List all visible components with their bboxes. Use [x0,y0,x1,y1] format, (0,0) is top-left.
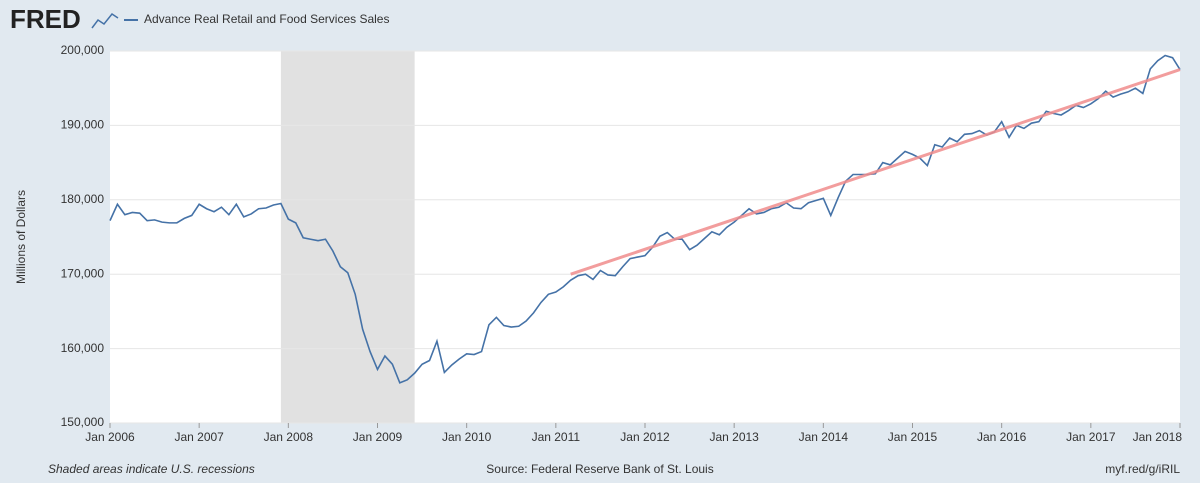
y-axis-label: Millions of Dollars [14,190,28,284]
y-tick-label: 180,000 [61,192,105,206]
plot-area [110,51,1180,423]
trend-line [570,68,1181,276]
source: Source: Federal Reserve Bank of St. Loui… [486,462,713,476]
x-tick-label: Jan 2013 [709,430,759,444]
x-tick-label: Jan 2017 [1066,430,1116,444]
series-line [109,54,1181,384]
y-tick-label: 190,000 [61,118,105,132]
x-tick-label: Jan 2006 [85,430,135,444]
x-tick-label: Jan 2009 [353,430,403,444]
legend-label: Advance Real Retail and Food Services Sa… [144,12,389,26]
x-tick-label: Jan 2018 [1133,430,1183,444]
x-tick-label: Jan 2016 [977,430,1027,444]
x-tick-label: Jan 2012 [620,430,670,444]
x-tick-label: Jan 2011 [532,430,581,444]
x-tick-label: Jan 2014 [799,430,849,444]
y-tick-label: 170,000 [61,266,105,280]
x-tick-label: Jan 2007 [174,430,224,444]
y-tick-label: 200,000 [61,43,105,57]
x-tick-label: Jan 2010 [442,430,492,444]
recession-note: Shaded areas indicate U.S. recessions [48,462,255,476]
link[interactable]: myf.red/g/iRIL [1105,462,1180,476]
logo: FRED [10,4,81,34]
x-tick-label: Jan 2008 [264,430,314,444]
x-tick-label: Jan 2015 [888,430,938,444]
y-tick-label: 150,000 [61,415,105,429]
logo-icon [91,12,119,29]
recession-band [280,51,415,423]
y-tick-label: 160,000 [61,341,105,355]
